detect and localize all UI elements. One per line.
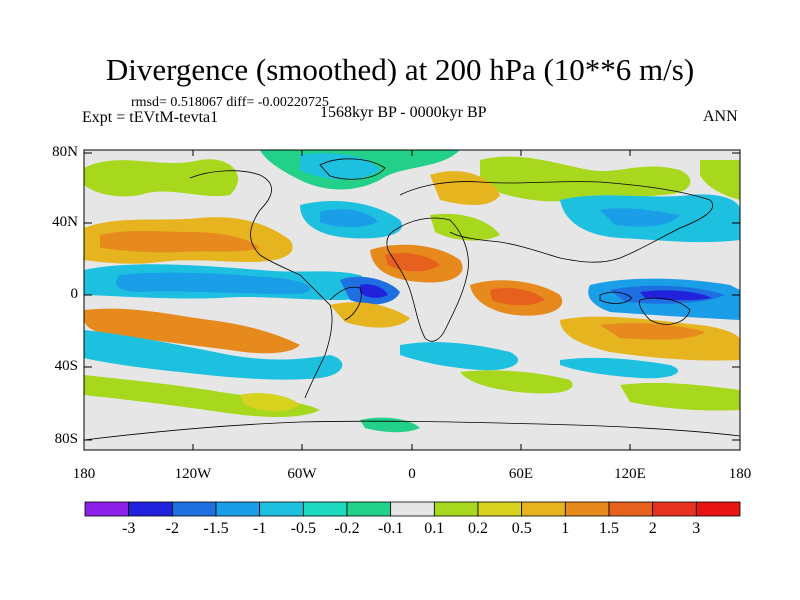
map-title: Divergence (smoothed) at 200 hPa (10**6 … [105, 52, 695, 87]
colorbar [84, 501, 741, 517]
colorbar-label: -0.5 [290, 520, 316, 537]
colorbar-box [433, 501, 479, 517]
y-tick-label: 80S [54, 431, 78, 447]
colorbar-box [652, 501, 697, 517]
colorbar-box [302, 501, 348, 517]
colorbar-box [695, 501, 741, 517]
y-tick-label: 40S [54, 358, 78, 374]
colorbar-box [564, 501, 610, 517]
colorbar-label: 1.5 [599, 520, 619, 537]
season-label: ANN [703, 108, 738, 125]
y-tick-label: 40N [52, 214, 78, 230]
rmsd-diff-stats: rmsd= 0.518067 diff= -0.00220725 [131, 95, 329, 110]
colorbar-box [128, 501, 173, 517]
x-tick-label: 120W [174, 466, 212, 482]
x-tick-label: 60E [508, 466, 534, 482]
x-tick-label: 60W [287, 466, 317, 482]
colorbar-label: -1 [253, 520, 267, 537]
colorbar-box [215, 501, 261, 517]
colorbar-box [390, 501, 435, 517]
coastlines [84, 158, 740, 441]
colorbar-label: 1 [561, 520, 570, 537]
colorbar-box [259, 501, 304, 517]
colorbar-label: 3 [692, 520, 701, 537]
colorbar-box [608, 501, 654, 517]
colorbar-label: -0.1 [378, 520, 404, 537]
colorbar-box [346, 501, 392, 517]
colorbar-label: 2 [648, 520, 657, 537]
x-tick-label: 120E [614, 466, 646, 482]
experiment-label: Expt = tEVtM-tevta1 [82, 109, 219, 126]
colorbar-label: -1.5 [203, 520, 229, 537]
colorbar-box [477, 501, 523, 517]
x-tick-label: 180 [728, 466, 752, 482]
colorbar-label: 0.2 [468, 520, 488, 537]
colorbar-label: 0.1 [424, 520, 445, 537]
colorbar-box [171, 501, 217, 517]
x-tick-label: 180 [72, 466, 96, 482]
y-tick-label: 80N [52, 144, 78, 160]
divergence-contours [84, 150, 740, 433]
colorbar-label: -3 [122, 520, 136, 537]
period-label: 1568kyr BP - 0000kyr BP [320, 104, 487, 121]
colorbar-label: -0.2 [334, 520, 360, 537]
x-tick-label: 0 [408, 466, 416, 482]
colorbar-label: -2 [165, 520, 179, 537]
y-tick-label: 0 [70, 286, 79, 302]
colorbar-box [84, 501, 130, 517]
axis-ticks [84, 150, 740, 450]
colorbar-label: 0.5 [511, 520, 532, 537]
colorbar-box [521, 501, 566, 517]
